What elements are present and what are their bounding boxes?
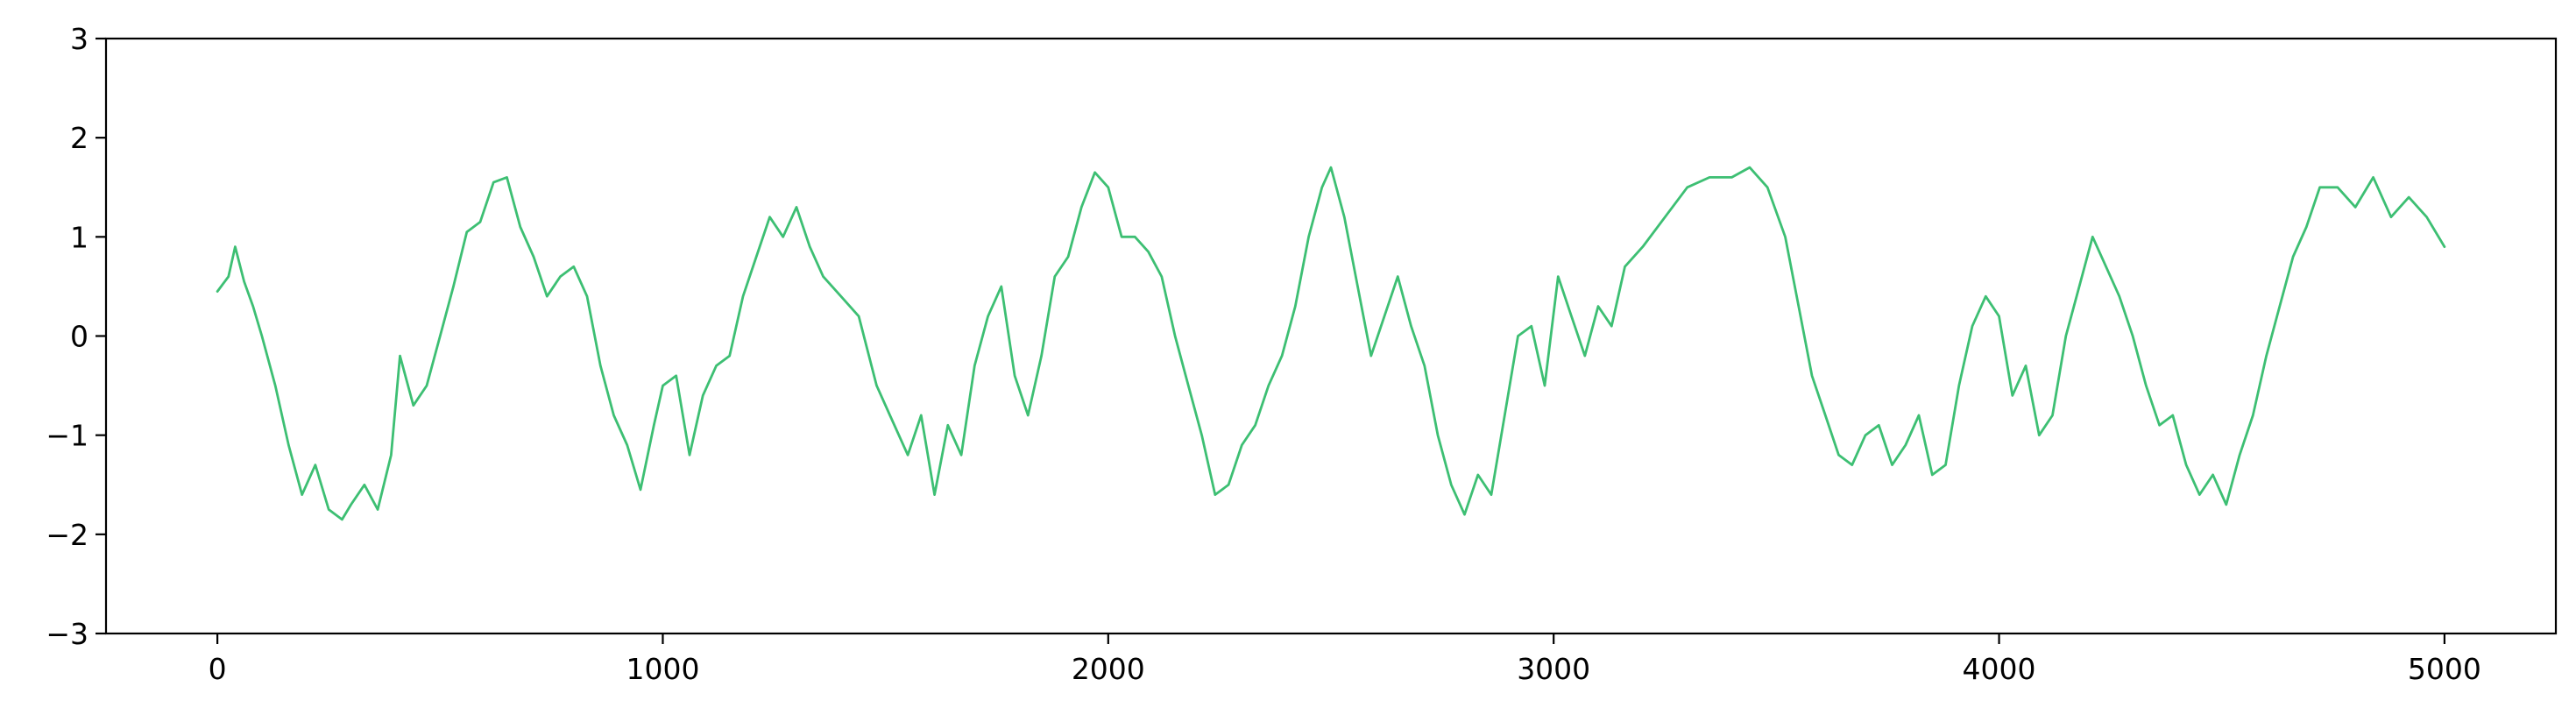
- x-tick-label: 2000: [1072, 652, 1145, 686]
- x-tick-label: 5000: [2408, 652, 2481, 686]
- y-tick-label: −1: [46, 419, 88, 453]
- x-tick-label: 1000: [626, 652, 699, 686]
- series-layer: [216, 166, 2446, 521]
- y-tick-label: −2: [46, 518, 88, 552]
- x-tick-label: 4000: [1963, 652, 2036, 686]
- series-line-1: [216, 166, 2446, 521]
- y-tick-label: 2: [70, 121, 88, 155]
- y-tick-label: 1: [70, 220, 88, 254]
- y-tick-label: 3: [70, 22, 88, 56]
- plot-area: 0 1000 2000 3000 4000 5000 −3 −2 −1 0 1 2 3: [46, 22, 2558, 686]
- x-axis: 0 1000 2000 3000 4000 5000: [209, 634, 2481, 686]
- y-tick-label: 0: [70, 320, 88, 354]
- y-axis: −3 −2 −1 0 1 2 3: [46, 22, 106, 651]
- x-tick-label: 0: [209, 652, 227, 686]
- x-tick-label: 3000: [1517, 652, 1590, 686]
- y-tick-label: −3: [46, 617, 88, 651]
